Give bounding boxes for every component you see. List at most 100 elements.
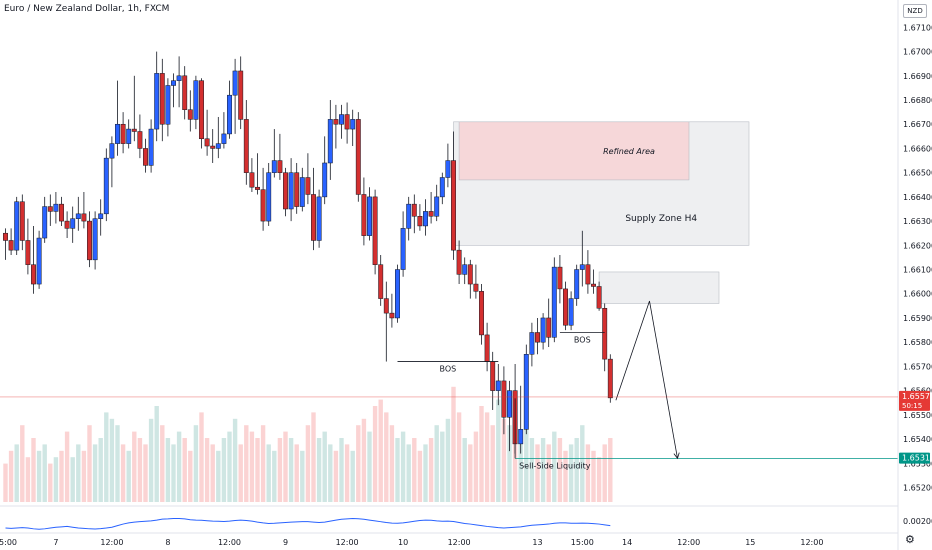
candle-body <box>434 196 440 217</box>
y-tick-label: 1.65800 <box>903 338 932 347</box>
y-tick-label: 1.65900 <box>903 314 932 323</box>
x-tick-label: 12:00 <box>218 538 241 547</box>
candle-body <box>154 73 160 130</box>
y-tick-label: 1.66200 <box>903 241 932 250</box>
volume-bar <box>199 412 204 502</box>
volume-bar <box>344 444 350 502</box>
currency-badge[interactable]: NZD <box>903 4 927 18</box>
y-tick-label: 1.65500 <box>903 411 932 420</box>
volume-bar <box>188 450 193 502</box>
candle-body <box>19 201 25 241</box>
candle-body <box>439 177 445 198</box>
volume-bar <box>81 450 87 502</box>
candle-body <box>36 237 42 285</box>
candle-body <box>109 143 115 159</box>
volume-bar <box>160 425 165 502</box>
candle-body <box>70 218 76 229</box>
candle-body <box>53 203 59 212</box>
volume-bar <box>64 431 70 502</box>
price-tag <box>899 390 930 411</box>
price-tag-value: 1.65574 <box>902 392 932 401</box>
volume-bar <box>496 399 501 502</box>
candle-body <box>428 211 434 217</box>
volume-bar <box>417 450 423 502</box>
x-tick-label: 12:00 <box>800 538 823 547</box>
sell-side-liquidity-label: Sell-Side Liquidity <box>519 461 591 470</box>
candle-body <box>579 264 585 270</box>
volume-bar <box>154 406 159 502</box>
volume-bar <box>406 444 411 502</box>
candle-body <box>243 119 249 173</box>
bos-label: BOS <box>440 365 457 374</box>
volume-bar <box>109 418 115 502</box>
volume-bar <box>171 444 176 502</box>
candle-body <box>311 194 316 241</box>
candle-body <box>501 380 507 418</box>
chart-title: Euro / New Zealand Dollar, 1h, FXCM <box>4 4 170 14</box>
volume-bar <box>143 444 148 502</box>
indicator-tick-label: 0.00200 <box>903 517 932 526</box>
x-tick-label: 12:00 <box>677 538 700 547</box>
volume-bar <box>92 444 98 502</box>
volume-bar <box>20 425 25 502</box>
candle-body <box>367 196 372 236</box>
candle-body <box>557 266 563 290</box>
candle-body <box>535 332 540 343</box>
y-tick-label: 1.66600 <box>903 144 932 153</box>
gear-icon[interactable]: ⚙ <box>905 534 915 546</box>
candle-body <box>574 269 580 299</box>
candle-body <box>199 80 204 140</box>
candle-body <box>451 160 456 251</box>
candle-body <box>445 160 451 178</box>
volume-bar <box>529 438 535 502</box>
candle-body <box>8 240 14 251</box>
volume-bar <box>137 438 143 502</box>
candle-body <box>126 128 132 144</box>
candle-body <box>467 264 473 285</box>
volume-bar <box>120 444 126 502</box>
candle-body <box>607 358 613 399</box>
volume-bar <box>288 438 294 502</box>
candle-body <box>551 266 557 338</box>
volume-bar <box>524 418 529 502</box>
volume-bar <box>87 425 92 502</box>
y-tick-label: 1.66100 <box>903 266 932 275</box>
volume-bar <box>210 444 215 502</box>
candle-body <box>193 80 199 120</box>
candle-body <box>143 148 148 166</box>
candle-body <box>137 131 143 149</box>
candle-body <box>529 332 535 355</box>
candle-body <box>204 138 210 147</box>
volume-bar <box>339 438 344 502</box>
candle-body <box>372 196 378 265</box>
y-tick-label: 1.66700 <box>903 120 932 129</box>
candle-body <box>75 213 81 219</box>
candle-body <box>64 220 70 229</box>
volume-bar <box>36 450 42 502</box>
y-tick-label: 1.66300 <box>903 217 932 226</box>
volume-bar <box>591 450 596 502</box>
volume-bar <box>462 438 467 502</box>
y-tick-label: 1.66400 <box>903 193 932 202</box>
x-tick-label: 12:00 <box>336 538 359 547</box>
candle-body <box>355 119 361 195</box>
candle-body <box>277 160 283 173</box>
candle-body <box>563 288 568 326</box>
volume-bar <box>227 431 232 502</box>
y-tick-label: 1.67100 <box>903 23 932 32</box>
candle-body <box>490 361 496 391</box>
volume-bar <box>389 425 395 502</box>
volume-bar <box>361 418 367 502</box>
candle-body <box>210 145 216 149</box>
volume-bar <box>266 444 271 502</box>
candle-body <box>294 172 300 207</box>
zone-label: Supply Zone H4 <box>625 214 697 224</box>
candle-body <box>47 206 53 212</box>
volume-bar <box>42 444 47 502</box>
volume-bar <box>165 438 171 502</box>
x-tick-label: 15:00 <box>571 538 594 547</box>
candle-body <box>591 283 596 287</box>
candle-body <box>42 206 48 239</box>
candle-body <box>238 70 244 120</box>
